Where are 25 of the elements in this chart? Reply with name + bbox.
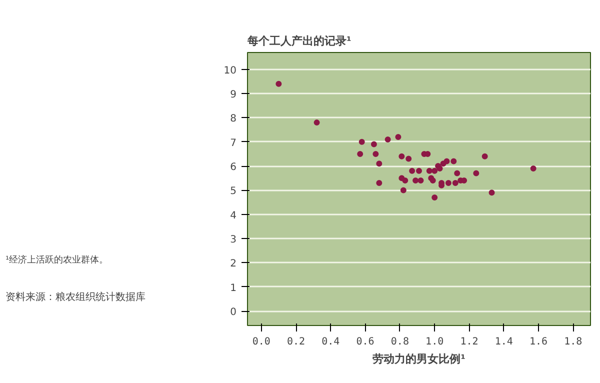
y-tick-label: 6 [230, 162, 237, 174]
y-tick-label: 9 [230, 90, 237, 101]
y-tick-label: 2 [230, 258, 237, 270]
x-axis-title: 劳动力的男女比例¹ [372, 352, 466, 366]
y-tick-label: 3 [230, 234, 237, 246]
y-tick-label: 10 [224, 65, 237, 76]
x-tick-label: 1.8 [564, 336, 582, 348]
text: ¹经济上活跃的农业群体。 [6, 254, 108, 266]
x-tick-label: 1.4 [494, 336, 513, 348]
y-tick-label: 7 [230, 138, 237, 149]
x-tick-label: 1.0 [426, 336, 444, 348]
y-tick-label: 5 [230, 186, 237, 198]
y-tick-label: 0 [230, 307, 237, 318]
chart-title: 每个工人产出的记录¹ [246, 34, 352, 48]
x-tick-label: 1.2 [460, 336, 478, 348]
x-tick-label: 0.6 [356, 336, 374, 348]
y-tick-label: 8 [230, 114, 237, 125]
y-tick-label: 1 [230, 282, 237, 294]
x-tick-label: 1.6 [530, 336, 548, 348]
y-tick-label: 4 [230, 210, 237, 222]
text: 资料来源：粮农组织统计数据库 [6, 291, 146, 303]
x-tick-label: 0.0 [252, 336, 270, 348]
x-tick-label: 0.8 [390, 336, 409, 348]
x-tick-label: 0.2 [286, 336, 306, 348]
x-tick-label: 0.4 [322, 336, 340, 348]
